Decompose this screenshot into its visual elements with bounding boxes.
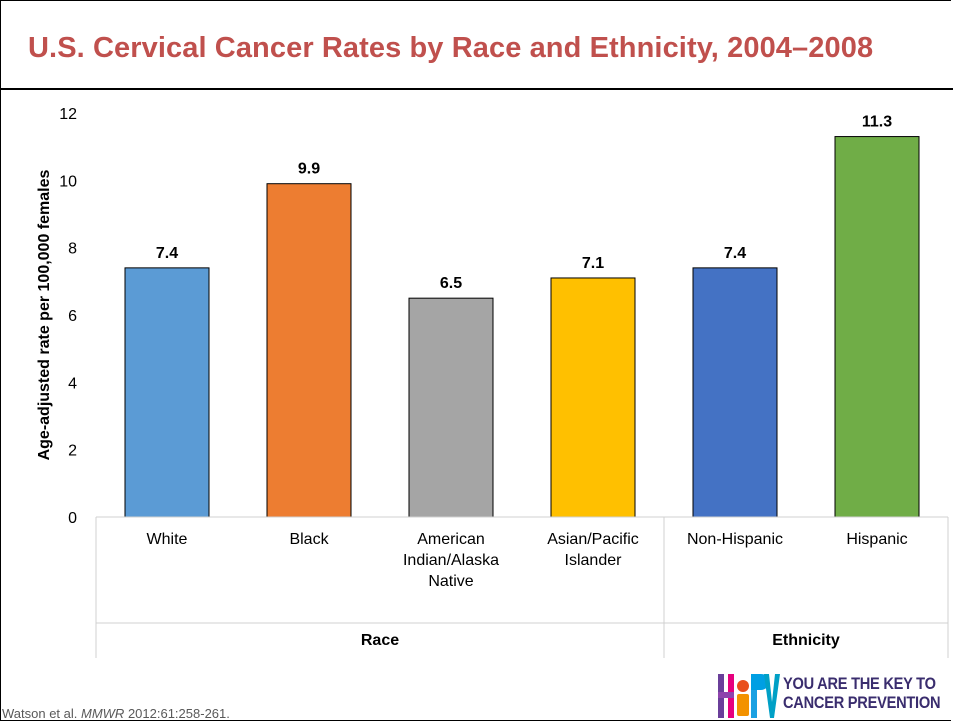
data-label: 7.4 <box>156 245 178 262</box>
bar-non-hispanic <box>692 267 778 518</box>
logo-tagline-line1: YOU ARE THE KEY TO <box>783 674 936 693</box>
y-tick-label: 2 <box>68 443 77 460</box>
x-tick-label: Indian/Alaska <box>403 552 499 569</box>
bar-american-indian-alaska-native <box>408 297 494 518</box>
x-tick-label: American <box>417 531 485 548</box>
group-label: Ethnicity <box>772 632 840 649</box>
citation: Watson et al. MMWR 2012:61:258-261. <box>2 706 230 721</box>
group-label: Race <box>361 632 399 649</box>
citation-authors: Watson et al. <box>2 706 81 721</box>
y-axis-title: Age-adjusted rate per 100,000 females <box>36 170 53 461</box>
citation-journal: MMWR <box>81 706 125 721</box>
y-tick-label: 6 <box>68 308 77 325</box>
x-tick-label: Non-Hispanic <box>687 531 783 548</box>
y-tick-label: 8 <box>68 241 77 258</box>
data-label: 7.4 <box>724 245 746 262</box>
data-label: 6.5 <box>440 275 462 292</box>
y-tick-label: 12 <box>59 106 77 123</box>
x-tick-label: White <box>147 531 188 548</box>
y-tick-label: 4 <box>68 375 77 392</box>
x-tick-label: Islander <box>565 552 623 569</box>
x-tick-label: Asian/Pacific <box>547 531 639 548</box>
bar-asian-pacific-islander <box>550 277 636 518</box>
x-tick-label: Native <box>428 573 473 590</box>
data-label: 7.1 <box>582 255 604 272</box>
data-label: 11.3 <box>862 114 892 131</box>
bar-black <box>266 183 352 518</box>
x-tick-label: Black <box>289 531 329 548</box>
page-title: U.S. Cervical Cancer Rates by Race and E… <box>28 32 874 64</box>
x-tick-label: Hispanic <box>846 531 907 548</box>
citation-details: 2012:61:258-261. <box>124 706 230 721</box>
bar-hispanic <box>834 136 920 518</box>
hpv-logo-icon <box>718 674 780 718</box>
title-divider <box>0 88 953 90</box>
logo-tagline-line2: CANCER PREVENTION <box>783 693 941 712</box>
bar-white <box>124 267 210 518</box>
logo-tagline: YOU ARE THE KEY TO CANCER PREVENTION <box>783 674 941 712</box>
data-label: 9.9 <box>298 161 320 178</box>
y-tick-label: 10 <box>59 173 77 190</box>
y-tick-label: 0 <box>68 510 77 527</box>
hpv-logo: YOU ARE THE KEY TO CANCER PREVENTION <box>718 672 952 720</box>
